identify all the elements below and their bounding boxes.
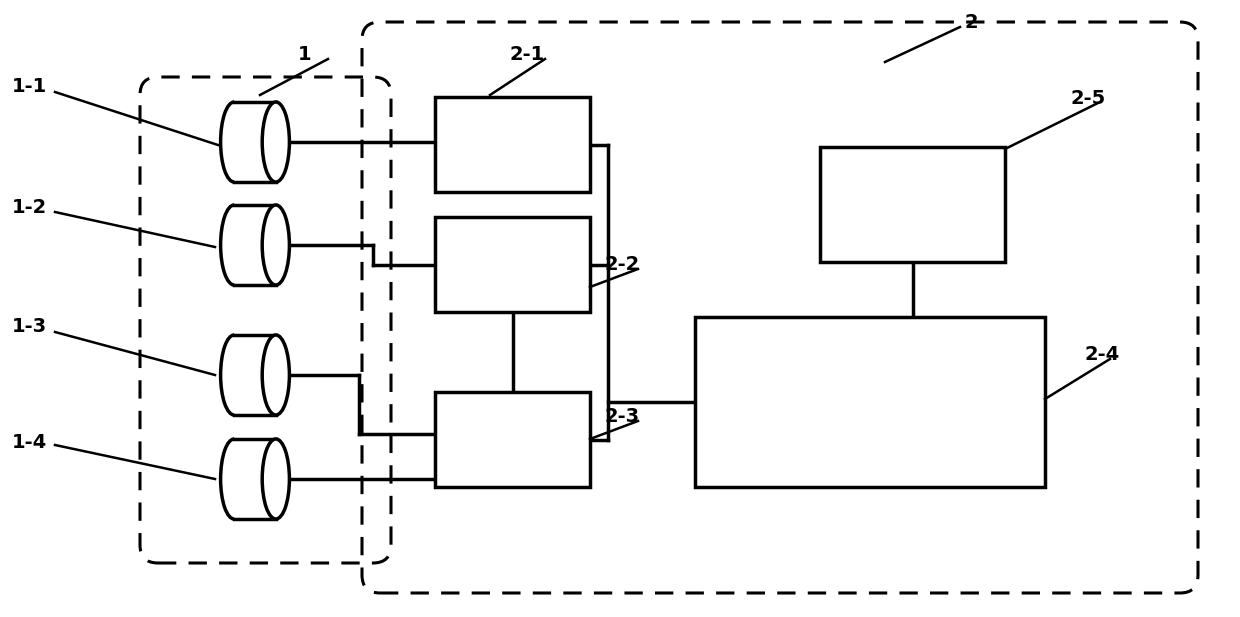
Text: 1-2: 1-2 [12,197,47,217]
Text: 2-1: 2-1 [510,46,546,65]
Ellipse shape [262,335,289,415]
Ellipse shape [221,205,248,285]
Bar [234,335,275,415]
Bar [820,147,1004,262]
Text: 2-4: 2-4 [1085,346,1120,365]
Text: 2: 2 [965,12,978,31]
Ellipse shape [262,205,289,285]
Bar [435,217,590,312]
Text: 2-3: 2-3 [604,407,639,426]
Bar [435,392,590,487]
Ellipse shape [262,102,289,182]
Bar [234,205,275,285]
Bar [234,102,275,182]
Text: 2-2: 2-2 [604,255,640,275]
Text: 1-3: 1-3 [12,318,47,336]
Ellipse shape [221,335,248,415]
Ellipse shape [262,439,289,519]
Text: 1-4: 1-4 [12,433,47,452]
Text: 1: 1 [298,46,311,65]
Ellipse shape [221,102,248,182]
Bar [435,97,590,192]
Text: 2-5: 2-5 [1070,89,1105,109]
Text: 1-1: 1-1 [12,78,47,96]
Ellipse shape [221,439,248,519]
Bar [694,317,1045,487]
Bar [234,439,275,519]
